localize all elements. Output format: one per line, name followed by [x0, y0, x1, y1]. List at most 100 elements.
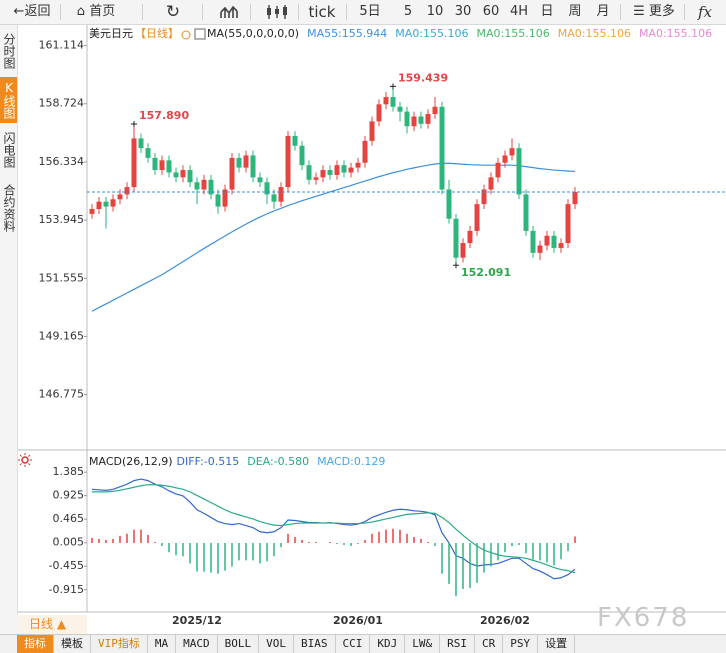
- separator: [620, 4, 621, 20]
- period-button[interactable]: 4H: [509, 4, 529, 19]
- period-selector[interactable]: 日线 ▲: [17, 615, 87, 634]
- macd-line: [92, 484, 576, 574]
- y-tick-label: 156.334: [39, 155, 85, 168]
- y-tick-label: 146.775: [39, 388, 85, 401]
- candle-body: [257, 177, 263, 183]
- candle-body: [334, 165, 340, 175]
- candle-body: [306, 165, 312, 180]
- indicator-tab[interactable]: BIAS: [294, 635, 336, 653]
- watermark: FX678: [597, 603, 690, 633]
- tick-button[interactable]: tick: [308, 3, 336, 21]
- candle-body: [110, 199, 116, 207]
- indicator-tabs: 指标 模板 VIP指标 MA MACD BOLL VOL BIAS CCI KDJ LW& RSI CR…: [0, 634, 726, 653]
- y-tick-label: 158.724: [39, 97, 85, 110]
- home-button[interactable]: ⌂ 首页: [76, 4, 116, 19]
- candle-body: [236, 157, 242, 168]
- y-tick-label: -0.915: [49, 583, 84, 596]
- separator: [250, 4, 251, 20]
- indicator-tab[interactable]: 设置: [538, 635, 576, 653]
- indicator-tab[interactable]: KDJ: [370, 635, 406, 653]
- candle-body: [243, 155, 249, 168]
- candle-body: [509, 148, 515, 156]
- more-button[interactable]: ☰ 更多: [633, 4, 675, 19]
- period-button[interactable]: 周: [568, 4, 582, 19]
- candle-body: [103, 201, 109, 207]
- fx-button[interactable]: fx: [697, 3, 712, 21]
- indicator-tab[interactable]: 模板: [54, 635, 91, 653]
- back-button[interactable]: ←返回: [13, 4, 51, 19]
- x-tick-label: 2025/12: [172, 614, 222, 627]
- candle-body: [572, 191, 578, 205]
- side-tab[interactable]: 闪电图: [2, 132, 16, 168]
- period-button[interactable]: 月: [596, 4, 610, 19]
- candle-body: [355, 162, 361, 168]
- period-button[interactable]: 5: [403, 4, 413, 19]
- candle-button[interactable]: [262, 0, 292, 24]
- refresh-button[interactable]: ↻: [165, 2, 181, 22]
- indicator-tab[interactable]: BOLL: [218, 635, 260, 653]
- indicator-tab[interactable]: LW&: [405, 635, 441, 653]
- chart-type-button[interactable]: [216, 0, 244, 24]
- y-tick-label: 0.465: [53, 512, 85, 525]
- y-tick-label: 151.555: [39, 271, 85, 284]
- annotation-marker: [131, 121, 137, 128]
- period-button[interactable]: 日: [540, 4, 554, 19]
- indicator-tab[interactable]: PSY: [503, 635, 539, 653]
- candle-body: [502, 155, 508, 163]
- indicator-tab[interactable]: CR: [475, 635, 504, 653]
- period-button[interactable]: 5日: [359, 4, 381, 19]
- candle-body: [390, 97, 396, 107]
- candle-body: [278, 187, 284, 202]
- y-tick-label: 1.385: [53, 465, 85, 478]
- candle-body: [264, 182, 270, 195]
- icon: [267, 5, 287, 19]
- indicator-tab[interactable]: VIP指标: [91, 635, 148, 653]
- candle-body: [145, 148, 151, 158]
- period-button[interactable]: 10: [426, 4, 444, 19]
- toolbar: ←返回 ⌂ 首页 ↻ tick 5日 5 10 30 60 4H 日 周 月 ☰…: [0, 0, 726, 25]
- candle-body: [537, 245, 543, 253]
- candle-body: [96, 201, 102, 210]
- ma-icon: [194, 28, 206, 40]
- legend-entry: MA0:155.106: [395, 27, 468, 40]
- candle-body: [138, 138, 144, 149]
- candle-body: [89, 209, 95, 214]
- candle-body: [117, 194, 123, 200]
- candle-body: [411, 116, 417, 127]
- macd-icon: [18, 453, 32, 467]
- candle-body: [362, 140, 368, 163]
- candle-body: [152, 157, 158, 171]
- candle-body: [285, 135, 291, 188]
- legend-entry: MACD:0.129: [317, 455, 385, 468]
- separator: [346, 4, 347, 20]
- side-tab[interactable]: 合约资料: [2, 184, 16, 232]
- candle-body: [467, 230, 473, 244]
- indicator-tab[interactable]: VOL: [259, 635, 294, 653]
- candle-body: [222, 189, 228, 207]
- annotation: 159.439: [398, 71, 448, 84]
- indicator-tab[interactable]: CCI: [336, 635, 371, 653]
- macd-title: MACD(26,12,9): [89, 455, 173, 468]
- indicator-tab[interactable]: MA: [148, 635, 177, 653]
- period-button[interactable]: 60: [482, 4, 500, 19]
- separator: [202, 4, 203, 20]
- period-button[interactable]: 30: [454, 4, 472, 19]
- period-icon: [181, 30, 191, 40]
- candle-body: [215, 194, 221, 207]
- y-tick-label: 0.005: [53, 536, 85, 549]
- indicator-tab[interactable]: 指标: [17, 635, 54, 653]
- x-tick-label: 2026/02: [480, 614, 530, 627]
- annotation: 157.890: [139, 109, 189, 122]
- side-tab[interactable]: 分时图: [2, 33, 16, 69]
- indicator-tab[interactable]: RSI: [440, 635, 475, 653]
- legend-entry: MA0:155.106: [477, 27, 550, 40]
- candle-body: [474, 204, 480, 231]
- candle-body: [208, 179, 214, 195]
- indicator-tab[interactable]: MACD: [176, 635, 218, 653]
- candle-body: [313, 177, 319, 180]
- candle-body: [418, 116, 424, 124]
- macd-line: [91, 478, 576, 580]
- side-tab[interactable]: K线图: [0, 77, 17, 123]
- candle-body: [159, 160, 165, 171]
- candle-body: [565, 204, 571, 244]
